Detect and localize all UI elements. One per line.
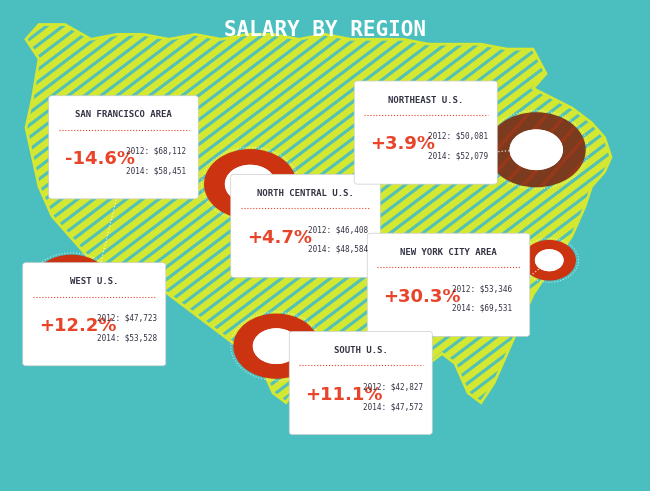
Text: +12.2%: +12.2% (39, 317, 116, 335)
Circle shape (488, 113, 585, 187)
Text: SAN FRANCISCO AREA: SAN FRANCISCO AREA (75, 110, 172, 119)
Circle shape (254, 329, 299, 363)
Text: 2012: $68,112: 2012: $68,112 (126, 147, 187, 156)
Circle shape (226, 165, 275, 203)
Circle shape (510, 130, 562, 169)
Circle shape (523, 241, 575, 280)
Text: +30.3%: +30.3% (384, 288, 461, 305)
Text: +4.7%: +4.7% (247, 229, 312, 246)
Circle shape (51, 269, 92, 300)
Text: 2014: $52,079: 2014: $52,079 (428, 152, 489, 161)
Polygon shape (26, 25, 611, 403)
Text: 2014: $47,572: 2014: $47,572 (363, 402, 424, 411)
Circle shape (234, 314, 318, 378)
Text: 2014: $48,584: 2014: $48,584 (308, 245, 369, 254)
FancyBboxPatch shape (23, 263, 166, 366)
Circle shape (92, 295, 123, 319)
Text: -14.6%: -14.6% (65, 150, 135, 168)
Text: 2014: $53,528: 2014: $53,528 (97, 333, 157, 342)
Text: 2012: $50,081: 2012: $50,081 (428, 132, 489, 141)
Text: +11.1%: +11.1% (306, 386, 383, 404)
Text: NEW YORK CITY AREA: NEW YORK CITY AREA (400, 248, 497, 257)
Circle shape (92, 295, 123, 319)
FancyBboxPatch shape (289, 331, 432, 435)
Text: NORTH CENTRAL U.S.: NORTH CENTRAL U.S. (257, 189, 354, 198)
Circle shape (254, 329, 299, 363)
Text: NORTHEAST U.S.: NORTHEAST U.S. (388, 96, 463, 105)
Circle shape (78, 285, 136, 329)
Text: 2012: $53,346: 2012: $53,346 (452, 284, 512, 293)
Text: +3.9%: +3.9% (370, 136, 436, 153)
Circle shape (226, 165, 275, 203)
Text: 2014: $69,531: 2014: $69,531 (452, 304, 512, 313)
Circle shape (51, 269, 92, 300)
Text: SOUTH U.S.: SOUTH U.S. (334, 346, 387, 355)
Text: WEST U.S.: WEST U.S. (70, 277, 118, 286)
Circle shape (510, 130, 562, 169)
Text: SALARY BY REGION: SALARY BY REGION (224, 20, 426, 40)
Circle shape (205, 150, 296, 218)
FancyBboxPatch shape (367, 233, 530, 336)
Circle shape (32, 255, 110, 314)
FancyBboxPatch shape (231, 174, 380, 277)
FancyBboxPatch shape (354, 81, 497, 184)
Text: 2012: $47,723: 2012: $47,723 (97, 314, 157, 323)
Text: 2014: $58,451: 2014: $58,451 (126, 166, 187, 175)
Circle shape (536, 250, 563, 271)
Polygon shape (26, 25, 611, 403)
Circle shape (536, 250, 563, 271)
Text: 2012: $46,408: 2012: $46,408 (308, 225, 369, 234)
FancyBboxPatch shape (49, 96, 198, 199)
Text: 2012: $42,827: 2012: $42,827 (363, 382, 424, 391)
